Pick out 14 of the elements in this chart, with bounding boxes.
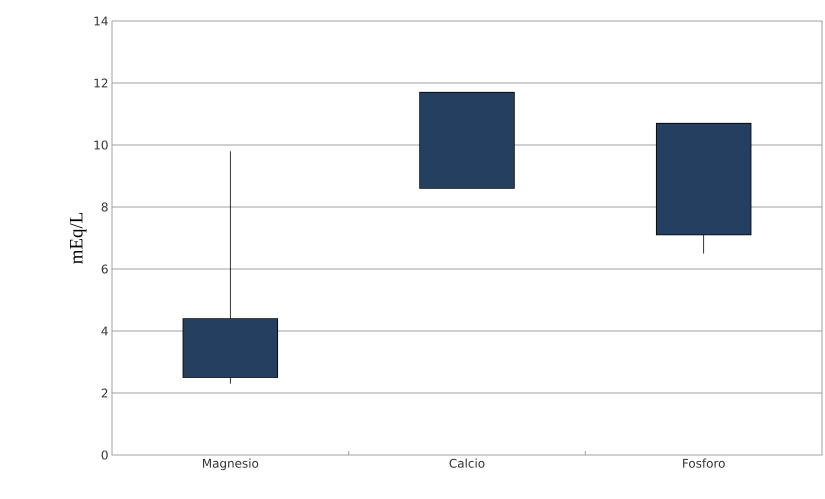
y-tick-label: 12 bbox=[94, 78, 108, 88]
y-tick-label: 8 bbox=[102, 202, 108, 212]
candlestick bbox=[419, 92, 515, 189]
y-tick-label: 4 bbox=[101, 326, 108, 336]
y-tick-label: 2 bbox=[102, 388, 108, 398]
candlestick bbox=[656, 122, 752, 254]
x-tick-label: Calcio bbox=[450, 458, 484, 468]
y-tick-label: 14 bbox=[94, 16, 108, 26]
y-tick-label: 10 bbox=[94, 140, 108, 150]
y-tick-label: 0 bbox=[102, 450, 108, 460]
y-axis-title: mEq/L bbox=[70, 212, 86, 264]
y-tick-label: 6 bbox=[102, 264, 108, 274]
x-tick-label: Fosforo bbox=[683, 458, 725, 468]
x-tick-label: Magnesio bbox=[202, 458, 258, 470]
